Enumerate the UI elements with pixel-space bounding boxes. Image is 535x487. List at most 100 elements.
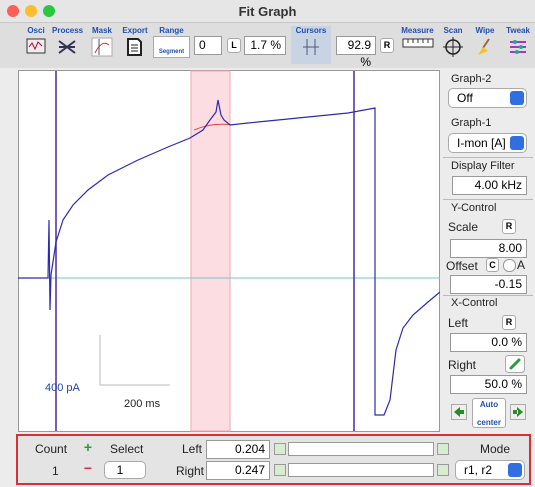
tweak-icon <box>510 40 526 54</box>
left-reset-button[interactable]: R <box>502 315 516 330</box>
offset-c-button[interactable]: C <box>486 258 499 272</box>
cursors-label: Cursors <box>295 26 327 35</box>
select-label: Select <box>110 442 144 456</box>
wipe-label: Wipe <box>475 26 495 35</box>
left-cursor-increment[interactable] <box>437 443 449 455</box>
x-control-label: X-Control <box>451 297 498 309</box>
graph2-value: Off <box>457 91 473 105</box>
tweak-label: Tweak <box>506 26 530 35</box>
offset-field[interactable]: -0.15 <box>450 275 527 294</box>
right-percent-value: 92.9 % <box>347 38 371 69</box>
graph1-select[interactable]: I-mon [A] <box>448 133 527 153</box>
select-stepper[interactable]: 1 <box>104 461 146 479</box>
osci-icon <box>26 38 46 54</box>
osci-label: Osci <box>27 26 45 35</box>
y-control-label: Y-Control <box>451 202 497 214</box>
graph1-value: I-mon [A] <box>457 136 506 150</box>
chevron <box>510 136 524 150</box>
x-scale-label: 200 ms <box>124 398 161 410</box>
scale-value: 8.00 <box>498 241 522 255</box>
minimize-button[interactable] <box>25 5 37 17</box>
left-percent-value: 1.7 % <box>250 38 281 52</box>
select-value: 1 <box>116 463 124 477</box>
left-cursor-label: Left <box>182 442 203 456</box>
range-button[interactable]: Range Segment <box>153 26 190 64</box>
chevron <box>508 463 522 477</box>
window-title: Fit Graph <box>238 4 297 19</box>
close-button[interactable] <box>7 5 19 17</box>
scale-label: Scale <box>448 220 479 234</box>
separator <box>443 199 533 200</box>
remove-button[interactable]: − <box>83 460 93 476</box>
left-label: Left <box>448 316 469 330</box>
right-percent-field[interactable]: 92.9 % <box>336 36 376 69</box>
measure-button[interactable]: Measure <box>398 26 437 64</box>
count-value: 1 <box>52 464 59 478</box>
zoom-button[interactable] <box>43 5 55 17</box>
left-percent-field[interactable]: 1.7 % <box>244 36 286 55</box>
scale-reset-button[interactable]: R <box>502 219 516 234</box>
offset-value: -0.15 <box>494 277 522 291</box>
right-cursor-field[interactable]: 0.247 <box>206 461 270 480</box>
right-cursor-value: 0.247 <box>234 463 265 477</box>
left-cursor-slider[interactable] <box>288 442 434 456</box>
right-cursor-label: Right <box>176 464 205 478</box>
mode-label: Mode <box>480 442 511 456</box>
scan-button[interactable]: Scan <box>440 26 466 64</box>
right-button[interactable]: R <box>380 38 394 53</box>
tweak-button[interactable]: Tweak <box>503 26 533 64</box>
mask-icon <box>91 37 113 57</box>
left-button[interactable]: L <box>227 38 241 53</box>
counter-field[interactable]: 0 <box>194 36 222 55</box>
scale-field[interactable]: 8.00 <box>450 239 527 258</box>
shift-left-button[interactable] <box>451 404 467 420</box>
osci-button[interactable]: Osci <box>22 26 50 64</box>
right-cursor-increment[interactable] <box>437 464 449 476</box>
range-label: Range <box>159 26 184 35</box>
count-label: Count <box>35 442 68 456</box>
left-cursor-decrement[interactable] <box>274 443 286 455</box>
filter-label: Display Filter <box>451 160 515 172</box>
left-cursor-value: 0.204 <box>234 442 265 456</box>
auto-center-button[interactable]: Auto center <box>472 398 506 428</box>
counter-value: 0 <box>199 38 206 52</box>
cursors-button[interactable]: Cursors <box>291 26 331 64</box>
offset-label: Offset <box>446 259 478 273</box>
offset-a-radio[interactable] <box>503 259 516 272</box>
left-field[interactable]: 0.0 % <box>450 333 527 352</box>
export-icon <box>127 38 142 56</box>
offset-a-label: A <box>517 258 526 272</box>
export-label: Export <box>122 26 148 35</box>
graph2-select[interactable]: Off <box>448 88 527 108</box>
add-button[interactable]: + <box>83 439 93 455</box>
chevron <box>510 91 524 105</box>
graph1-label: Graph-1 <box>451 117 492 129</box>
left-value: 0.0 % <box>491 335 522 349</box>
export-button[interactable]: Export <box>120 26 150 64</box>
graph2-label: Graph-2 <box>451 73 492 85</box>
measure-label: Measure <box>401 26 434 35</box>
right-cursor-slider[interactable] <box>288 463 434 477</box>
trace-plot <box>18 70 440 432</box>
center-label: center <box>476 418 501 427</box>
right-field[interactable]: 50.0 % <box>450 375 527 394</box>
process-button[interactable]: Process <box>52 26 83 64</box>
mask-button[interactable]: Mask <box>88 26 116 64</box>
left-cursor-field[interactable]: 0.204 <box>206 440 270 459</box>
cursor-panel <box>16 434 531 485</box>
scan-label: Scan <box>443 26 463 35</box>
shift-right-button[interactable] <box>510 404 526 420</box>
process-icon <box>58 40 76 54</box>
title-bar <box>0 0 535 23</box>
segment-field: Segment <box>153 36 190 58</box>
mask-label: Mask <box>91 26 112 35</box>
cursors-icon <box>303 39 319 55</box>
link-button[interactable] <box>505 355 525 373</box>
wipe-icon <box>478 38 490 55</box>
scan-icon <box>443 37 463 57</box>
wipe-button[interactable]: Wipe <box>470 26 500 64</box>
right-cursor-decrement[interactable] <box>274 464 286 476</box>
filter-field[interactable]: 4.00 kHz <box>452 176 527 195</box>
mode-select[interactable]: r1, r2 <box>455 460 525 480</box>
